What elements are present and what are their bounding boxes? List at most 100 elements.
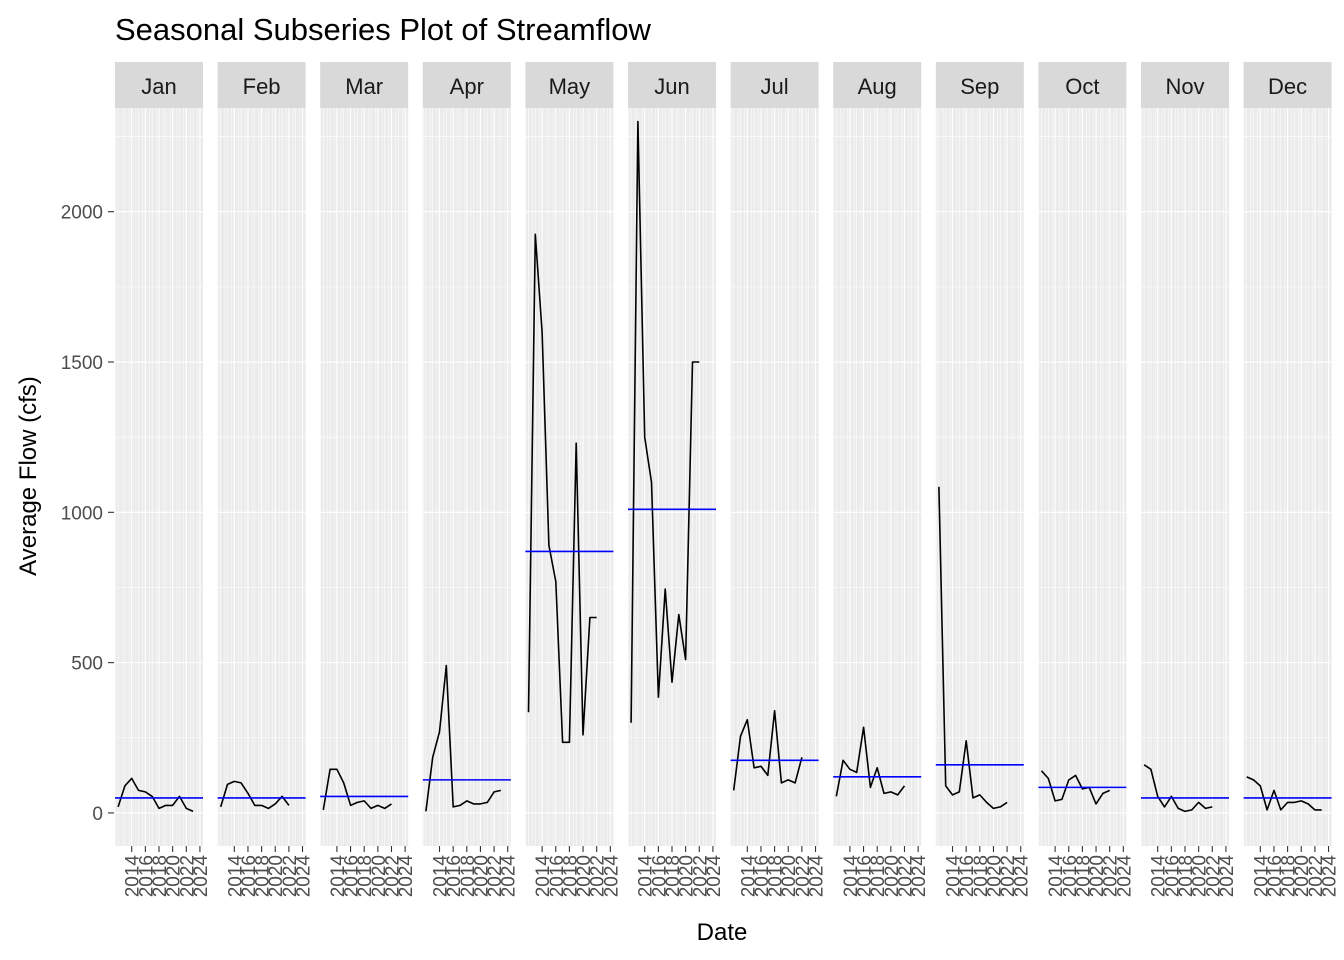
- series-line-may: [527, 233, 597, 744]
- x-tick-label: 2016: [1060, 855, 1081, 897]
- series-line-dec: [1246, 776, 1322, 811]
- x-tick-label: 2018: [868, 855, 889, 897]
- facet-strip-label: Jun: [654, 74, 689, 99]
- y-tick-label: 1000: [61, 503, 103, 524]
- x-tick-label: 2014: [1149, 855, 1170, 898]
- x-tick-label: 2014: [431, 855, 452, 898]
- x-tick-label: 2016: [752, 855, 773, 897]
- facet-strip-label: Apr: [450, 74, 484, 99]
- facet-strip: [115, 62, 203, 108]
- panel-gridlines: [525, 108, 614, 846]
- panel-gridlines: [833, 108, 922, 846]
- x-tick-label: 2022: [895, 855, 916, 897]
- x-tick-label: 2014: [636, 855, 657, 898]
- x-tick-label: 2020: [574, 855, 595, 897]
- x-tick-label: 2022: [1101, 855, 1122, 897]
- x-tick-label: 2014: [328, 855, 349, 898]
- x-tick-label: 2016: [1265, 855, 1286, 897]
- x-tick-label: 2022: [1203, 855, 1224, 897]
- x-tick-label: 2018: [560, 855, 581, 897]
- series-line-apr: [425, 664, 502, 812]
- y-tick-label: 1500: [61, 353, 103, 374]
- facet-strip-label: Nov: [1165, 74, 1204, 99]
- facet-strip: [1038, 62, 1127, 108]
- panel-gridlines: [628, 108, 716, 846]
- facet-panels: Jan201420162018202020222024Feb2014201620…: [115, 62, 1341, 897]
- x-tick-label: 2022: [690, 855, 711, 897]
- x-tick-label: 2014: [1251, 855, 1272, 898]
- series-line-jun: [630, 120, 700, 723]
- y-tick-label: 0: [92, 804, 103, 825]
- x-tick-label: 2016: [136, 855, 157, 897]
- x-tick-label: 2022: [485, 855, 506, 897]
- x-tick-label: 2018: [355, 855, 376, 897]
- x-tick-label: 2018: [1073, 855, 1094, 897]
- x-tick-label: 2016: [855, 855, 876, 897]
- x-tick-label: 2014: [1046, 855, 1067, 898]
- x-tick-label: 2014: [944, 855, 965, 898]
- x-tick-label: 2024: [191, 855, 212, 898]
- x-tick-label: 2020: [984, 855, 1005, 897]
- panel-gridlines: [320, 108, 409, 846]
- series-line-jul: [732, 709, 803, 791]
- x-tick-label: 2024: [294, 855, 315, 898]
- x-tick-label: 2024: [601, 855, 622, 898]
- x-tick-label: 2018: [1176, 855, 1197, 897]
- x-tick-label: 2018: [253, 855, 274, 897]
- facet-strip-label: Aug: [858, 74, 897, 99]
- x-tick-label: 2016: [239, 855, 260, 897]
- facet-strip: [525, 62, 614, 108]
- facet-strip-label: Mar: [345, 74, 383, 99]
- x-tick-label: 2022: [177, 855, 198, 897]
- facet-strip-label: Jul: [761, 74, 789, 99]
- facet-strip: [833, 62, 922, 108]
- x-tick-label: 2022: [280, 855, 301, 897]
- x-tick-label: 2022: [1306, 855, 1327, 897]
- facet-strip: [422, 62, 511, 108]
- facet-strip: [1141, 62, 1229, 108]
- facet-strip: [935, 62, 1024, 108]
- facet-strip-label: Feb: [243, 74, 281, 99]
- x-tick-label: 2016: [342, 855, 363, 897]
- x-tick-label: 2020: [779, 855, 800, 897]
- x-tick-label: 2020: [164, 855, 185, 897]
- x-tick-label: 2016: [1162, 855, 1183, 897]
- facet-strip: [217, 62, 306, 108]
- x-tick-label: 2022: [382, 855, 403, 897]
- x-tick-label: 2024: [396, 855, 417, 898]
- x-tick-label: 2020: [1190, 855, 1211, 897]
- series-line-sep: [938, 486, 1008, 810]
- y-axis-title: Average Flow (cfs): [15, 376, 42, 576]
- x-tick-label: 2018: [766, 855, 787, 897]
- facet-strip-label: Oct: [1065, 74, 1099, 99]
- x-tick-label: 2024: [1012, 855, 1033, 898]
- facet-strip-label: May: [549, 74, 591, 99]
- x-tick-label: 2020: [1292, 855, 1313, 897]
- x-tick-label: 2016: [957, 855, 978, 897]
- x-tick-label: 2022: [998, 855, 1019, 897]
- x-tick-label: 2016: [649, 855, 670, 897]
- x-tick-label: 2018: [150, 855, 171, 897]
- x-tick-label: 2020: [677, 855, 698, 897]
- y-tick-label: 2000: [61, 203, 103, 224]
- panel-gridlines: [422, 108, 511, 846]
- y-tick-label: 500: [71, 654, 103, 675]
- x-tick-label: 2018: [971, 855, 992, 897]
- panel-gridlines: [217, 108, 306, 846]
- facet-strip: [628, 62, 716, 108]
- facet-strip-label: Jan: [141, 74, 176, 99]
- panel-gridlines: [1243, 108, 1332, 846]
- x-tick-label: 2024: [1114, 855, 1135, 898]
- facet-strip: [1243, 62, 1332, 108]
- x-tick-label: 2024: [704, 855, 725, 898]
- x-tick-label: 2022: [793, 855, 814, 897]
- panel-gridlines: [1038, 108, 1127, 846]
